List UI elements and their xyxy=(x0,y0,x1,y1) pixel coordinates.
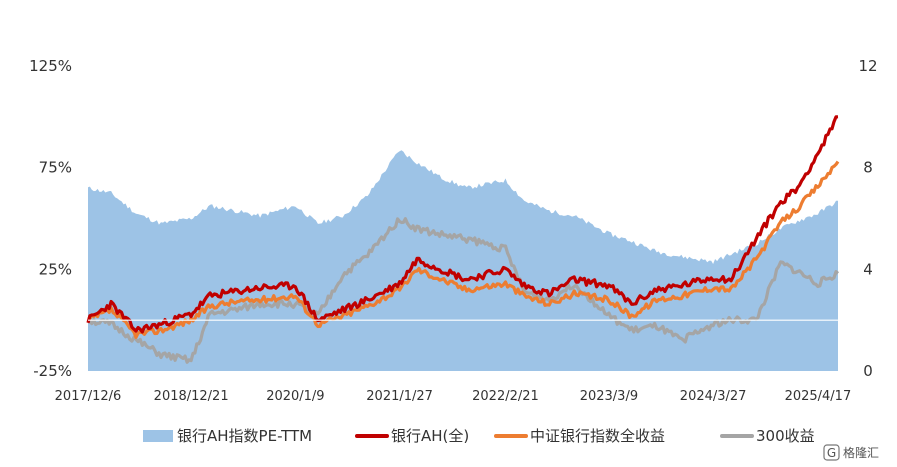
g-logo-glyph: G xyxy=(827,446,836,460)
legend-label: 300收益 xyxy=(756,427,815,445)
x-tick-label: 2023/3/9 xyxy=(580,389,638,404)
watermark-text: 格隆汇 xyxy=(843,445,879,460)
series-area-pe-ttm xyxy=(88,150,838,371)
series-line-csi300 xyxy=(87,217,840,364)
y-left-tick-label: -25% xyxy=(33,362,72,380)
x-tick-label: 2017/12/6 xyxy=(55,389,122,404)
legend-item-pe-ttm: 银行AH指数PE-TTM xyxy=(143,427,312,445)
x-tick-label: 2021/1/27 xyxy=(366,389,433,404)
x-axis: 2017/12/6 2018/12/21 2020/1/9 2021/1/27 2022… xyxy=(55,389,852,404)
legend-label: 中证银行指数全收益 xyxy=(530,427,665,445)
y-axis-left: 125% 75% 25% -25% xyxy=(29,57,72,380)
x-tick-label: 2024/3/27 xyxy=(680,389,747,404)
legend-item-csi-bank-tr: 中证银行指数全收益 xyxy=(494,427,665,445)
y-right-tick-label: 0 xyxy=(863,362,873,380)
x-tick-label: 2020/1/9 xyxy=(266,389,324,404)
y-left-tick-label: 125% xyxy=(29,57,72,75)
legend-label: 银行AH(全) xyxy=(391,427,469,445)
legend: 银行AH指数PE-TTM 银行AH(全) 中证银行指数全收益 300收益 xyxy=(143,427,815,445)
y-right-tick-label: 12 xyxy=(858,57,877,75)
x-tick-label: 2018/12/21 xyxy=(154,389,229,404)
y-right-tick-label: 4 xyxy=(863,260,873,278)
plot-area xyxy=(86,115,840,371)
series-line-bank-ah xyxy=(86,115,839,334)
x-tick-label: 2022/2/21 xyxy=(472,389,539,404)
legend-item-bank-ah: 银行AH(全) xyxy=(355,427,469,445)
x-tick-label: 2025/4/17 xyxy=(785,389,852,404)
legend-label: 银行AH指数PE-TTM xyxy=(177,427,312,445)
y-axis-right: 12 8 4 0 xyxy=(858,57,877,380)
watermark: G 格隆汇 xyxy=(823,444,879,461)
y-left-tick-label: 25% xyxy=(39,260,72,278)
y-right-tick-label: 8 xyxy=(863,159,873,177)
series-line-csi-bank-tr xyxy=(87,160,840,339)
legend-swatch-area xyxy=(143,430,173,442)
y-left-tick-label: 75% xyxy=(39,159,72,177)
legend-item-csi300: 300收益 xyxy=(720,427,815,445)
g-logo-icon xyxy=(823,444,840,461)
